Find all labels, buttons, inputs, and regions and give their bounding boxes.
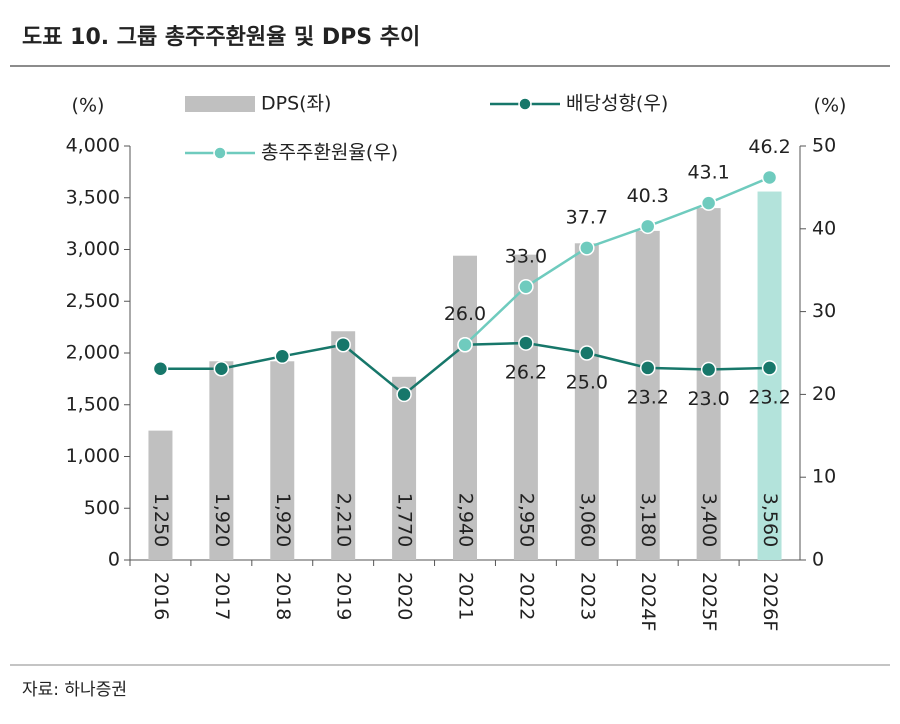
y-tick-label: 3,000 <box>66 238 120 260</box>
bar-label: 1,920 <box>272 493 294 547</box>
x-tick-label: 2022 <box>515 572 537 620</box>
legend-marker <box>518 97 532 111</box>
y2-tick-label: 40 <box>812 217 836 239</box>
x-tick-label: 2020 <box>394 572 416 620</box>
bar-label: 1,920 <box>211 493 233 547</box>
bar <box>209 361 234 560</box>
data-label: 26.0 <box>444 303 486 325</box>
bar-label: 1,770 <box>394 493 416 547</box>
y-tick-label: 1,500 <box>66 393 120 415</box>
marker <box>518 279 534 295</box>
bar <box>574 243 599 561</box>
source: 자료: 하나증권 <box>22 680 127 700</box>
data-label: 26.2 <box>505 362 547 384</box>
bar-label: 3,180 <box>637 493 659 547</box>
data-label: 46.2 <box>748 136 790 158</box>
y-axis-label: (%) <box>72 95 105 117</box>
x-tick-label: 2016 <box>150 572 172 620</box>
bar-label: 2,940 <box>455 493 477 547</box>
y2-tick-label: 50 <box>812 135 836 157</box>
x-tick-label: 2023 <box>576 572 598 620</box>
marker <box>700 195 717 211</box>
y-tick-label: 2,000 <box>66 342 120 364</box>
legend-label: 배당성향(우) <box>566 93 668 115</box>
data-label: 40.3 <box>627 185 669 207</box>
data-label: 33.0 <box>505 245 547 267</box>
y-tick-label: 500 <box>84 497 120 519</box>
marker <box>639 360 656 376</box>
x-tick-label: 2019 <box>333 572 355 620</box>
legend-swatch <box>185 96 255 112</box>
bar <box>392 376 417 560</box>
x-tick-label: 2024F <box>637 572 659 631</box>
x-tick-label: 2021 <box>455 572 477 620</box>
y2-tick-label: 0 <box>812 549 824 571</box>
bar <box>513 254 538 561</box>
bar <box>635 230 660 560</box>
bar <box>757 191 782 561</box>
marker <box>457 336 473 353</box>
marker <box>579 240 595 256</box>
y-tick-label: 2,500 <box>66 290 120 312</box>
marker <box>213 360 230 377</box>
data-label: 25.0 <box>566 372 608 394</box>
legend-label: DPS(좌) <box>261 93 331 115</box>
marker <box>579 345 595 361</box>
data-label: 23.2 <box>748 386 790 408</box>
data-label: 37.7 <box>566 206 608 228</box>
y-tick-label: 0 <box>108 549 120 571</box>
marker <box>639 218 656 235</box>
bar-label: 1,250 <box>150 493 172 547</box>
marker <box>761 169 778 186</box>
y-tick-label: 4,000 <box>66 135 120 157</box>
y2-tick-label: 30 <box>812 300 836 322</box>
marker <box>700 361 717 378</box>
y2-tick-label: 10 <box>812 466 836 488</box>
y2-tick-label: 20 <box>812 383 836 405</box>
legend-marker <box>213 146 227 160</box>
line <box>464 176 771 346</box>
bar-label: 3,560 <box>759 493 781 547</box>
bar-label: 3,060 <box>576 493 598 547</box>
bar <box>148 430 173 560</box>
bar <box>270 361 295 560</box>
marker <box>396 386 412 403</box>
chart-title: 도표 10. 그룹 총주주환원율 및 DPS 추이 <box>22 25 420 50</box>
marker <box>274 348 291 365</box>
data-label: 23.0 <box>687 388 729 410</box>
data-label: 43.1 <box>687 162 729 184</box>
bar-label: 2,210 <box>333 493 355 547</box>
y2-axis-label: (%) <box>814 95 847 117</box>
bar <box>331 331 356 560</box>
bar <box>696 208 721 560</box>
marker <box>335 336 351 353</box>
bar <box>453 255 477 560</box>
x-tick-label: 2018 <box>272 572 294 620</box>
x-tick-label: 2026F <box>759 572 781 631</box>
y-tick-label: 1,000 <box>66 445 120 467</box>
x-tick-label: 2017 <box>211 572 233 620</box>
legend-label: 총주주환원율(우) <box>261 142 398 164</box>
bar-label: 2,950 <box>515 493 537 547</box>
bar-label: 3,400 <box>698 493 720 547</box>
data-label: 23.2 <box>627 386 669 408</box>
marker <box>152 360 169 377</box>
marker <box>518 335 534 351</box>
x-tick-label: 2025F <box>698 572 720 631</box>
y-tick-label: 3,500 <box>66 186 120 208</box>
marker <box>761 360 778 376</box>
